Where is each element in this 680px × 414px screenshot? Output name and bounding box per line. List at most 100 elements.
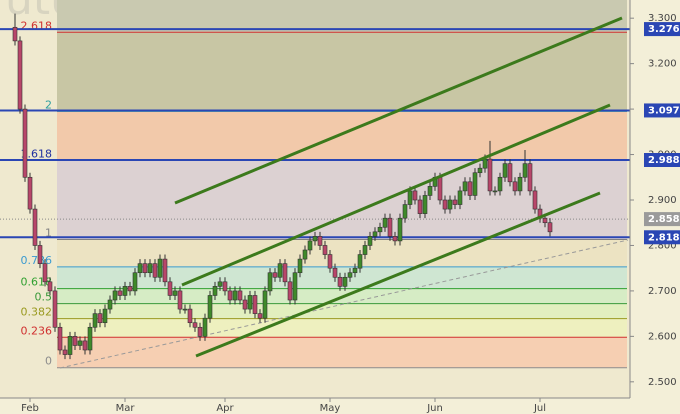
candle-body bbox=[322, 245, 328, 255]
candle-body bbox=[237, 290, 243, 301]
fib-band bbox=[57, 303, 627, 319]
candle-body bbox=[72, 336, 78, 346]
candle-body bbox=[92, 313, 98, 328]
candle-body bbox=[327, 254, 333, 269]
candle-body bbox=[42, 263, 48, 283]
x-tick-label: Jul bbox=[533, 403, 546, 414]
candle-body bbox=[332, 267, 338, 278]
candle-body bbox=[532, 190, 538, 210]
candle-body bbox=[297, 258, 303, 274]
candle-body bbox=[167, 281, 173, 296]
candle-body bbox=[407, 190, 413, 205]
candle-body bbox=[382, 217, 388, 228]
fib-label: 0.5 bbox=[35, 291, 53, 304]
candle-body bbox=[422, 195, 428, 214]
price-level-box bbox=[644, 103, 680, 118]
candle-body bbox=[162, 258, 168, 283]
candle-body bbox=[32, 208, 38, 246]
candle-body bbox=[462, 181, 468, 192]
y-tick-label: 2.700 bbox=[648, 286, 677, 297]
candle-body bbox=[117, 290, 123, 296]
y-tick-label: 2.900 bbox=[648, 195, 677, 206]
candle-body bbox=[112, 290, 118, 301]
candle-body bbox=[397, 217, 403, 242]
y-tick-label: 2.600 bbox=[648, 331, 677, 342]
fib-label: 2 bbox=[45, 98, 52, 111]
candle-body bbox=[312, 236, 318, 242]
candle-body bbox=[172, 290, 178, 296]
candle-body bbox=[512, 181, 518, 192]
candle-body bbox=[307, 240, 313, 251]
candle-body bbox=[372, 231, 378, 237]
candle-body bbox=[17, 40, 23, 110]
candle-body bbox=[82, 340, 88, 351]
candle-body bbox=[362, 245, 368, 255]
trend-line bbox=[59, 239, 629, 369]
candle-body bbox=[467, 181, 473, 196]
price-level-box bbox=[644, 153, 680, 167]
candle-body bbox=[302, 249, 308, 260]
x-tick-label: May bbox=[320, 403, 341, 414]
y-tick-label: 3.300 bbox=[648, 13, 677, 24]
candle-body bbox=[282, 263, 288, 283]
candle-body bbox=[452, 199, 458, 205]
candle-body bbox=[57, 326, 63, 351]
candle-body bbox=[102, 308, 108, 324]
candle-body bbox=[87, 326, 93, 351]
fib-label: 0 bbox=[45, 355, 52, 368]
candle-body bbox=[377, 226, 383, 233]
candle-body bbox=[337, 276, 343, 287]
fib-label: 1.618 bbox=[21, 147, 53, 160]
candle-body bbox=[447, 199, 453, 210]
candle-body bbox=[37, 245, 43, 264]
channel-line bbox=[174, 16, 623, 205]
candle-body bbox=[192, 322, 198, 328]
price-level-box bbox=[644, 22, 680, 37]
candle-body bbox=[142, 263, 148, 274]
candle-body bbox=[507, 163, 513, 183]
fib-label: 0.236 bbox=[21, 324, 53, 337]
fib-band bbox=[57, 32, 627, 112]
price-level-label: 2.858 bbox=[648, 214, 680, 225]
candle-body bbox=[527, 163, 533, 192]
candle-body bbox=[182, 308, 188, 311]
candle-body bbox=[252, 295, 258, 314]
candle-body bbox=[222, 281, 228, 292]
y-tick-label: 2.500 bbox=[648, 377, 677, 388]
fib-label: 2.618 bbox=[21, 19, 53, 32]
candle-body bbox=[157, 258, 163, 278]
candle-body bbox=[177, 290, 183, 310]
candle-body bbox=[292, 272, 298, 301]
candle-body bbox=[417, 199, 423, 214]
candle-body bbox=[502, 163, 508, 178]
fib-band bbox=[57, 111, 627, 161]
candle-body bbox=[472, 172, 478, 196]
y-tick-label: 3.200 bbox=[648, 59, 677, 70]
candles bbox=[12, 13, 553, 360]
candle-body bbox=[12, 26, 18, 42]
candle-body bbox=[522, 163, 528, 178]
candle-body bbox=[542, 217, 548, 224]
candle-body bbox=[317, 236, 323, 246]
candle-body bbox=[427, 186, 433, 196]
candle-body bbox=[197, 326, 203, 337]
candle-body bbox=[487, 158, 493, 192]
candle-body bbox=[27, 176, 33, 210]
fib-label: 0.382 bbox=[21, 306, 53, 319]
candle-body bbox=[217, 281, 223, 287]
candle-body bbox=[122, 286, 128, 296]
candle-body bbox=[47, 281, 53, 292]
candle-body bbox=[352, 267, 358, 274]
candle-body bbox=[97, 313, 103, 324]
price-level-box bbox=[644, 230, 680, 245]
x-tick-label: Jun bbox=[426, 403, 443, 414]
candle-body bbox=[477, 167, 483, 174]
y-tick-label: 2.800 bbox=[648, 240, 677, 251]
candle-body bbox=[127, 286, 133, 292]
candle-body bbox=[227, 290, 233, 301]
candle-body bbox=[62, 349, 68, 355]
candle-body bbox=[107, 299, 113, 310]
candle-body bbox=[457, 190, 463, 205]
candle-body bbox=[387, 217, 393, 237]
fib-band bbox=[57, 337, 627, 368]
